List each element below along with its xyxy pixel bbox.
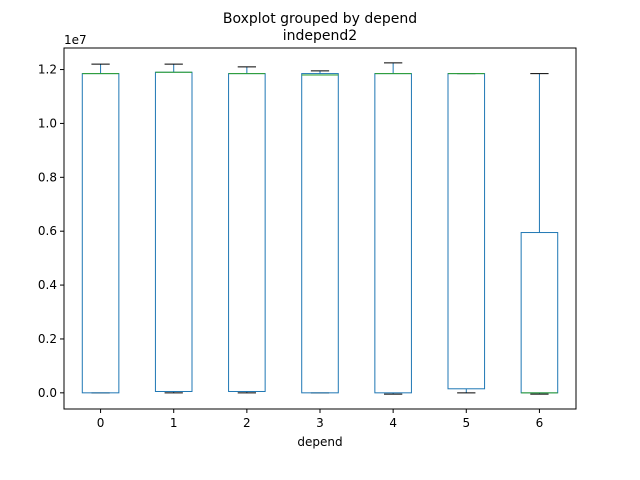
box-group-3 <box>301 70 339 394</box>
y-tick-label: 1.0 <box>38 116 57 130</box>
chart-title: Boxplot grouped by depend <box>223 11 417 27</box>
x-tick-label: 3 <box>316 416 324 430</box>
x-axis-label: depend <box>297 435 342 449</box>
box <box>447 73 486 390</box>
box <box>520 232 559 394</box>
x-tick-label: 1 <box>170 416 178 430</box>
x-tick-label: 0 <box>97 416 105 430</box>
y-tick-label: 0.8 <box>38 170 57 184</box>
box-group-6 <box>520 73 559 395</box>
plot-area: 0.0 0.2 0.4 0.6 0.8 1.0 1.2 0 1 2 3 4 5 6 <box>38 47 577 430</box>
x-tick-label: 5 <box>462 416 470 430</box>
box <box>374 73 412 394</box>
box-group-0 <box>81 63 120 394</box>
y-tick-label: 0.0 <box>38 386 57 400</box>
box <box>301 73 339 394</box>
x-tick-label: 2 <box>243 416 251 430</box>
box-group-4 <box>374 62 412 395</box>
box <box>81 73 120 394</box>
box <box>154 71 193 392</box>
box-group-2 <box>228 66 266 394</box>
chart-subtitle: independ2 <box>283 28 357 44</box>
y-tick-label: 0.6 <box>38 224 57 238</box>
y-tick-label: 1.2 <box>38 63 57 77</box>
y-tick-label: 0.2 <box>38 332 57 346</box>
box <box>228 73 266 392</box>
box-group-1 <box>154 63 193 394</box>
x-tick-label: 6 <box>536 416 544 430</box>
y-tick-label: 0.4 <box>38 278 57 292</box>
y-axis-offset-label: 1e7 <box>64 33 87 47</box>
box-group-5 <box>447 73 486 394</box>
x-tick-label: 4 <box>389 416 397 430</box>
plot-frame <box>63 47 577 410</box>
